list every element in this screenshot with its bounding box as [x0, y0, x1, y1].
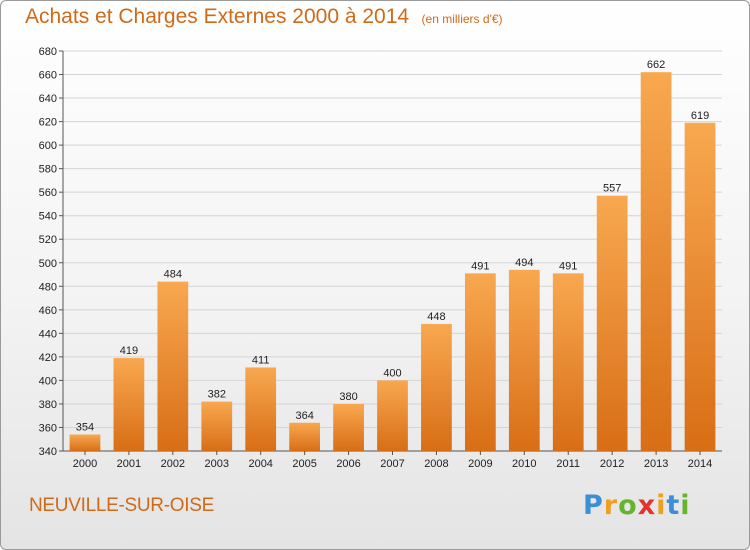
chart-title: Achats et Charges Externes 2000 à 2014	[25, 5, 410, 28]
bar	[157, 281, 189, 451]
x-tick-label: 2007	[380, 458, 404, 470]
bar	[245, 367, 277, 451]
x-tick-label: 2009	[468, 458, 492, 470]
commune-name: NEUVILLE-SUR-OISE	[29, 495, 214, 516]
bar	[201, 401, 233, 451]
x-tick-label: 2012	[600, 458, 624, 470]
bar	[552, 273, 584, 451]
y-tick-label: 460	[39, 305, 57, 317]
x-tick-label: 2014	[688, 458, 712, 470]
bar	[289, 422, 321, 451]
bar	[596, 195, 628, 451]
y-tick-label: 640	[39, 93, 57, 105]
value-label: 380	[339, 391, 357, 403]
bar	[69, 434, 101, 451]
value-label: 484	[164, 269, 182, 281]
y-tick-label: 420	[39, 352, 57, 364]
y-tick-label: 600	[39, 140, 57, 152]
bar	[508, 269, 540, 451]
x-tick-label: 2006	[336, 458, 360, 470]
value-label: 382	[208, 389, 226, 401]
bar	[640, 72, 672, 452]
x-tick-label: 2011	[556, 458, 580, 470]
value-label: 448	[427, 311, 445, 323]
y-tick-label: 540	[39, 211, 57, 223]
y-tick-label: 580	[39, 164, 57, 176]
value-label: 364	[295, 410, 313, 422]
x-tick-label: 2004	[248, 458, 272, 470]
y-tick-label: 440	[39, 328, 57, 340]
logo-letter: r	[603, 490, 619, 521]
x-tick-label: 2002	[161, 458, 185, 470]
y-tick-label: 400	[39, 375, 57, 387]
bar	[377, 380, 408, 451]
value-label: 411	[252, 354, 270, 366]
value-label: 557	[603, 183, 621, 195]
logo-letter: o	[618, 490, 638, 521]
bar	[113, 358, 145, 451]
logo-letter: i	[680, 490, 691, 521]
x-tick-label: 2000	[73, 458, 97, 470]
logo-letter: x	[637, 490, 657, 521]
value-label: 354	[76, 422, 94, 434]
x-tick-label: 2001	[117, 458, 141, 470]
y-tick-label: 480	[39, 281, 57, 293]
logo-letter: P	[583, 490, 604, 521]
chart-unit-note: (en milliers d'€)	[421, 12, 503, 26]
value-label: 400	[383, 367, 401, 379]
value-label: 619	[691, 110, 709, 122]
title-block: Achats et Charges Externes 2000 à 2014 (…	[25, 5, 503, 29]
value-label: 419	[120, 345, 138, 357]
y-tick-label: 360	[39, 422, 57, 434]
y-tick-label: 520	[39, 234, 57, 246]
x-tick-label: 2010	[512, 458, 536, 470]
y-tick-label: 660	[39, 70, 57, 82]
bar	[464, 273, 496, 451]
bar	[333, 403, 364, 451]
proxiti-logo[interactable]: Proxiti	[583, 490, 691, 521]
x-tick-label: 2008	[424, 458, 448, 470]
y-tick-label: 680	[39, 46, 57, 58]
logo-letter: i	[656, 490, 667, 521]
value-label: 662	[647, 59, 665, 71]
value-label: 491	[471, 260, 489, 272]
value-label: 494	[515, 257, 533, 269]
value-label: 491	[559, 260, 577, 272]
logo-letter: t	[666, 490, 681, 521]
x-tick-label: 2013	[644, 458, 668, 470]
y-tick-label: 500	[39, 258, 57, 270]
bar	[421, 323, 452, 451]
y-tick-label: 620	[39, 117, 57, 129]
bar	[684, 122, 716, 451]
y-tick-label: 380	[39, 399, 57, 411]
x-tick-label: 2005	[292, 458, 316, 470]
x-tick-label: 2003	[205, 458, 229, 470]
y-tick-label: 340	[39, 446, 57, 458]
y-tick-label: 560	[39, 187, 57, 199]
